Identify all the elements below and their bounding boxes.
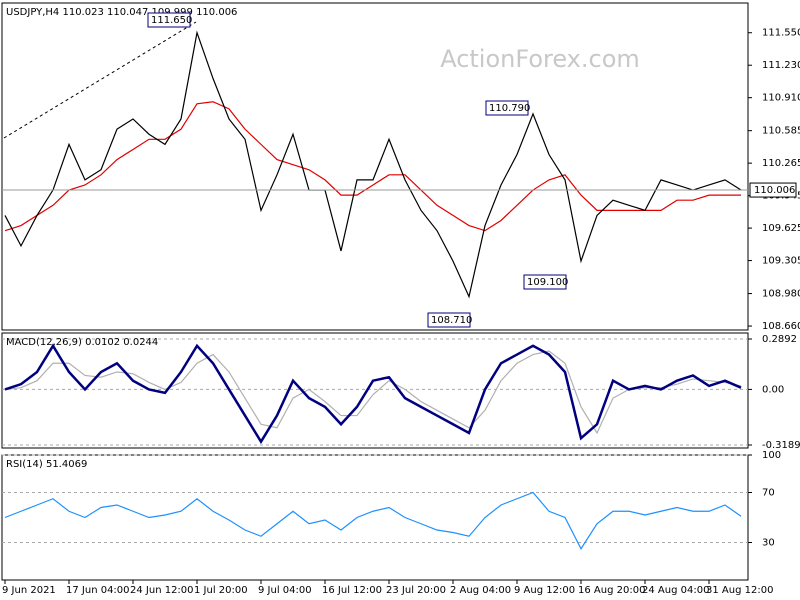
line-series	[4, 101, 741, 232]
y-tick-label: -0.3189	[762, 440, 800, 451]
x-tick-label: 24 Aug 04:00	[642, 585, 709, 596]
x-tick-label: 9 Jun 2021	[2, 585, 56, 596]
annotation: 108.710	[431, 315, 472, 326]
x-tick-label: 24 Jun 12:00	[130, 585, 194, 596]
y-tick-label: 0.2892	[762, 334, 797, 345]
y-tick-label: 108.980	[762, 289, 800, 300]
y-tick-label: 109.305	[762, 256, 800, 267]
y-tick-label: 111.550	[762, 28, 800, 39]
x-tick-label: 16 Jul 12:00	[322, 585, 382, 596]
annotation-box	[523, 274, 567, 290]
y-tick-label: 110.910	[762, 93, 800, 104]
y-tick-label: 111.230	[762, 60, 800, 71]
panel-frame	[1, 2, 749, 331]
y-tick-label: 30	[762, 538, 775, 549]
y-tick-label: 108.660	[762, 321, 800, 332]
annotation-box	[427, 312, 471, 328]
x-tick-label: 31 Aug 12:00	[706, 585, 773, 596]
annotation: 111.650	[151, 15, 192, 26]
x-tick-label: 16 Aug 20:00	[578, 585, 645, 596]
annotation: 109.100	[527, 277, 568, 288]
y-tick-label: 110.265	[762, 158, 800, 169]
line-series	[4, 343, 742, 445]
x-tick-label: 9 Jul 04:00	[258, 585, 312, 596]
last-price-box	[749, 182, 797, 198]
annotation-box	[147, 12, 191, 28]
x-tick-label: 17 Jun 04:00	[66, 585, 130, 596]
y-tick-label: 70	[762, 488, 775, 499]
watermark: ActionForex.com	[440, 45, 640, 73]
x-tick-label: 2 Aug 04:00	[450, 585, 511, 596]
x-tick-label: 9 Aug 12:00	[514, 585, 575, 596]
line-series	[4, 491, 742, 550]
annotation-box	[485, 100, 529, 116]
panel-frame	[1, 332, 749, 449]
annotation: 110.790	[489, 103, 530, 114]
trend-line	[3, 21, 197, 139]
y-tick-label: 110.585	[762, 126, 800, 137]
x-tick-label: 23 Jul 20:00	[386, 585, 446, 596]
last-price-label: 110.006	[754, 185, 795, 196]
y-tick-label: 0.00	[762, 384, 784, 395]
y-tick-label: 109.625	[762, 223, 800, 234]
x-tick-label: 1 Jul 20:00	[194, 585, 248, 596]
panel-title: MACD(12,26,9) 0.0102 0.0244	[6, 337, 158, 348]
panel-title: USDJPY,H4 110.023 110.047 109.999 110.00…	[6, 7, 237, 18]
panel-title: RSI(14) 51.4069	[6, 459, 87, 470]
line-series	[4, 30, 742, 299]
y-tick-label: 100	[762, 450, 781, 461]
